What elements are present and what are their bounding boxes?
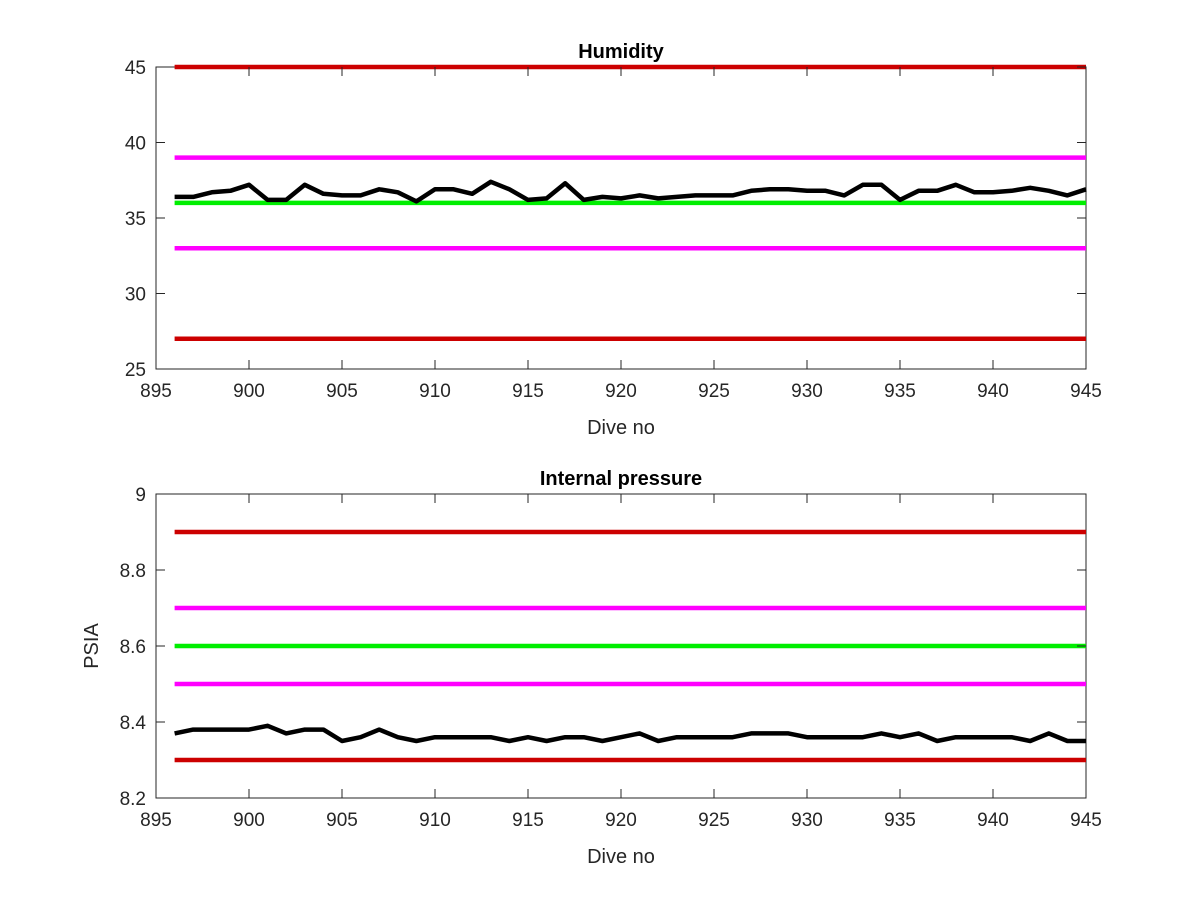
pressure-y-ticks: 8.2 8.4 8.6 8.8 9 <box>120 485 1086 810</box>
humidity-x-tick-label: 920 <box>605 381 637 402</box>
pressure-x-tick-label: 925 <box>698 810 730 831</box>
humidity-series-line-0 <box>174 179 1087 204</box>
pressure-x-tick-label: 945 <box>1070 810 1102 831</box>
pressure-series-line-0 <box>174 723 1086 744</box>
humidity-y-ticks: 25 30 35 40 45 <box>125 58 1086 381</box>
humidity-y-tick-label: 25 <box>125 360 146 381</box>
humidity-y-tick-label: 40 <box>125 134 146 155</box>
humidity-x-tick-label: 945 <box>1070 381 1102 402</box>
pressure-x-tick-label: 930 <box>791 810 823 831</box>
humidity-x-tick-label: 910 <box>419 381 451 402</box>
internal-pressure-chart: 895 900 905 910 915 920 925 930 935 940 945 8.2 8.4… <box>81 468 1102 868</box>
humidity-x-ticks: 895 900 905 910 915 920 925 930 935 940 945 <box>140 67 1102 402</box>
humidity-x-tick-label: 905 <box>326 381 358 402</box>
humidity-x-tick-label: 940 <box>977 381 1009 402</box>
pressure-y-axis-label: PSIA <box>81 623 103 669</box>
humidity-series <box>174 179 1087 204</box>
humidity-x-tick-label: 935 <box>884 381 916 402</box>
humidity-chart: 895 900 905 910 915 920 925 930 935 940 945 25 30 35… <box>125 41 1102 439</box>
pressure-x-tick-label: 910 <box>419 810 451 831</box>
pressure-x-axis-label: Dive no <box>587 846 655 868</box>
pressure-x-tick-label: 905 <box>326 810 358 831</box>
humidity-y-tick-label: 30 <box>125 285 146 306</box>
humidity-y-tick-label: 35 <box>125 209 146 230</box>
pressure-threshold-lines <box>174 529 1086 763</box>
pressure-y-tick-label: 8.8 <box>120 561 146 582</box>
humidity-x-tick-label: 930 <box>791 381 823 402</box>
pressure-x-tick-label: 915 <box>512 810 544 831</box>
pressure-series <box>174 723 1086 744</box>
pressure-y-tick-label: 8.4 <box>120 713 147 734</box>
pressure-x-tick-label: 935 <box>884 810 916 831</box>
pressure-x-tick-label: 900 <box>233 810 265 831</box>
humidity-x-tick-label: 915 <box>512 381 544 402</box>
humidity-x-tick-label: 900 <box>233 381 265 402</box>
pressure-y-tick-label: 8.2 <box>120 789 146 810</box>
pressure-x-ticks: 895 900 905 910 915 920 925 930 935 940 945 <box>140 494 1102 831</box>
humidity-threshold-lines <box>174 64 1086 342</box>
pressure-x-tick-label: 940 <box>977 810 1009 831</box>
pressure-x-tick-label: 895 <box>140 810 172 831</box>
pressure-x-tick-label: 920 <box>605 810 637 831</box>
humidity-y-tick-label: 45 <box>125 58 146 79</box>
humidity-x-tick-label: 895 <box>140 381 172 402</box>
pressure-y-tick-label: 8.6 <box>120 637 146 658</box>
humidity-x-axis-label: Dive no <box>587 417 655 439</box>
humidity-chart-title: Humidity <box>578 41 664 63</box>
humidity-x-tick-label: 925 <box>698 381 730 402</box>
pressure-y-tick-label: 9 <box>135 485 146 506</box>
pressure-chart-title: Internal pressure <box>540 468 702 490</box>
